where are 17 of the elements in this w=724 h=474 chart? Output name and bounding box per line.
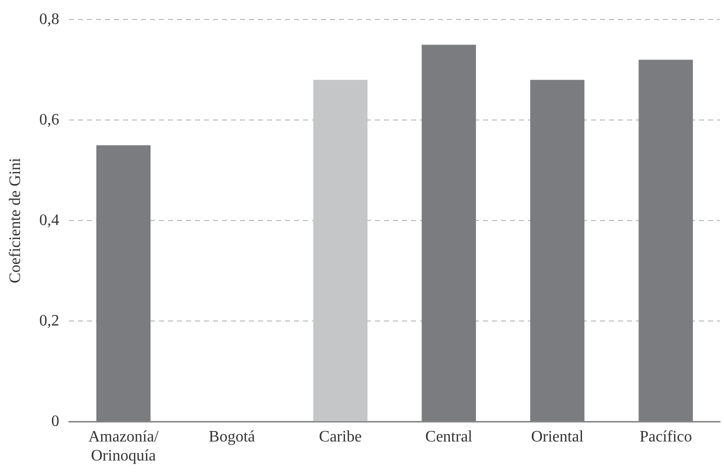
y-tick-label: 0 — [51, 412, 60, 430]
x-tick-label: Central — [425, 428, 473, 446]
x-tick-label: Bogotá — [208, 428, 256, 446]
x-tick-label: Caribe — [319, 428, 362, 446]
bar — [638, 60, 693, 422]
y-tick-label: 0,6 — [39, 111, 60, 128]
x-tick-label: Oriental — [531, 428, 584, 446]
x-tick-label: Amazonía/ Orinoquía — [88, 428, 160, 465]
bar — [530, 80, 584, 422]
y-tick-label: 0,4 — [39, 212, 60, 229]
bar — [313, 80, 368, 422]
bar — [422, 44, 476, 422]
bar — [96, 145, 151, 422]
y-tick-label: 0,8 — [39, 10, 60, 28]
x-tick-label: Pacífico — [640, 428, 692, 446]
y-axis-title: Coeficiente de Gini — [6, 157, 24, 284]
y-tick-label: 0,2 — [39, 312, 60, 330]
